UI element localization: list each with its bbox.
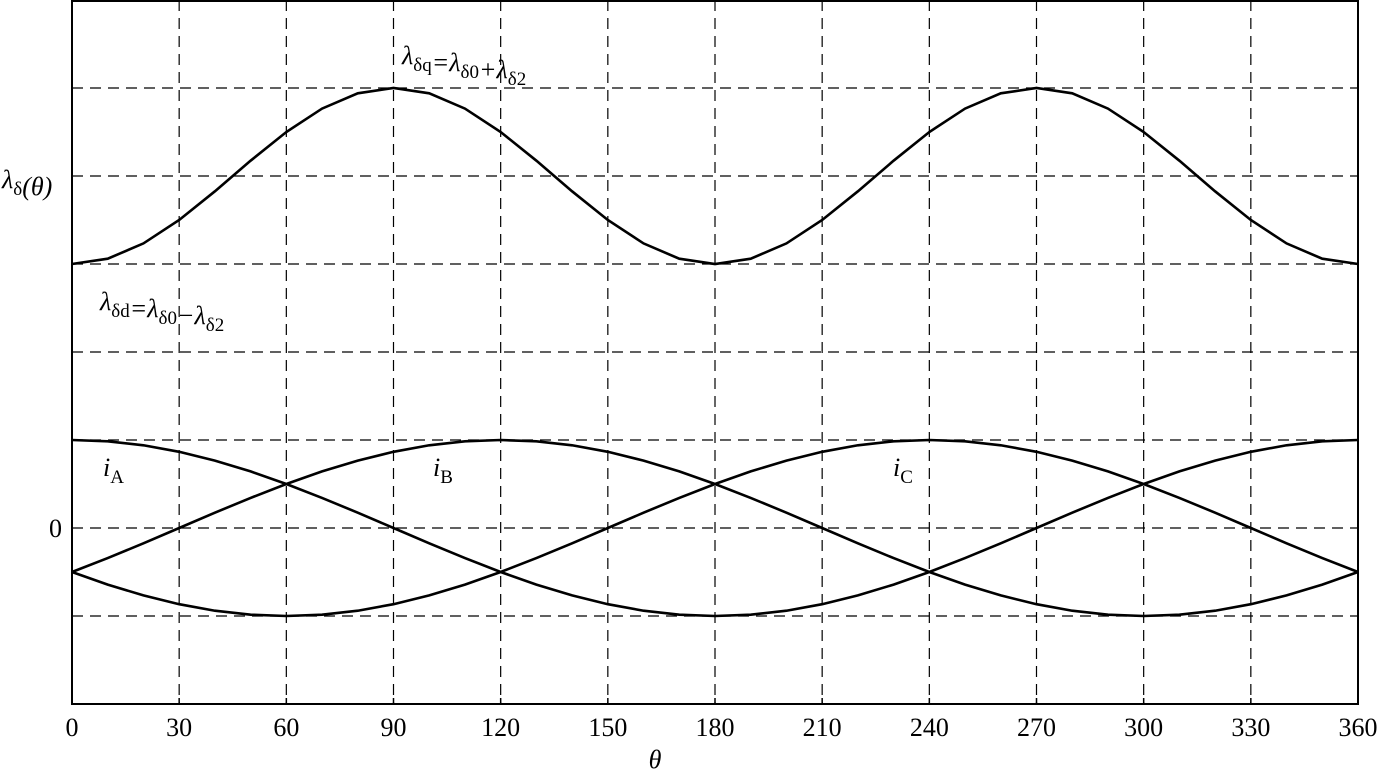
annotation: λδq=λδ0+λδ2: [401, 41, 526, 90]
annotation-subscript: δ0: [461, 62, 479, 83]
series-label-subscript: A: [110, 467, 124, 488]
series-label-main: i: [893, 453, 900, 482]
annotation-part: −λ: [177, 301, 206, 330]
series-label: iA: [103, 453, 124, 488]
x-tick-label: 90: [381, 713, 407, 742]
series-label: iB: [433, 453, 453, 488]
x-tick-label: 180: [696, 713, 735, 742]
annotation-subscript: δd: [111, 301, 130, 322]
annotation-part: λ: [99, 287, 111, 316]
x-tick-label: 210: [803, 713, 842, 742]
series-label-subscript: C: [900, 467, 913, 488]
x-tick-label: 60: [273, 713, 299, 742]
y-axis-label-part: (θ): [22, 172, 52, 201]
curve: [71, 438, 1359, 618]
x-tick-label: 330: [1231, 713, 1270, 742]
x-tick-label: 270: [1017, 713, 1056, 742]
annotation-part: =λ: [130, 294, 159, 323]
x-axis-label: θ: [649, 745, 662, 774]
annotation-part: λ: [401, 41, 413, 70]
annotation-subscript: δ0: [159, 308, 177, 329]
annotation-subscript: δ2: [508, 69, 526, 90]
annotation-subscript: δq: [413, 55, 432, 76]
y-axis-label-part: λ: [1, 165, 13, 194]
x-tick-label: 240: [910, 713, 949, 742]
x-tick-label: 30: [166, 713, 192, 742]
curve: [71, 86, 1359, 266]
y-tick-label: 0: [49, 514, 62, 543]
series-label-main: i: [103, 453, 110, 482]
x-tick-label: 300: [1124, 713, 1163, 742]
annotation-part: +λ: [479, 55, 508, 84]
series-label-subscript: B: [440, 467, 453, 488]
series-label-main: i: [433, 453, 440, 482]
y-axis-label-subscript: δ: [13, 179, 22, 200]
annotation-part: =λ: [432, 48, 461, 77]
series-label: iC: [893, 453, 913, 488]
x-tick-label: 360: [1339, 713, 1378, 742]
x-tick-label: 150: [588, 713, 627, 742]
x-tick-label: 0: [66, 713, 79, 742]
x-tick-label: 120: [481, 713, 520, 742]
annotation-subscript: δ2: [206, 315, 224, 336]
y-axis-label: λδ(θ): [1, 165, 52, 201]
annotation: λδd=λδ0−λδ2: [99, 287, 224, 336]
